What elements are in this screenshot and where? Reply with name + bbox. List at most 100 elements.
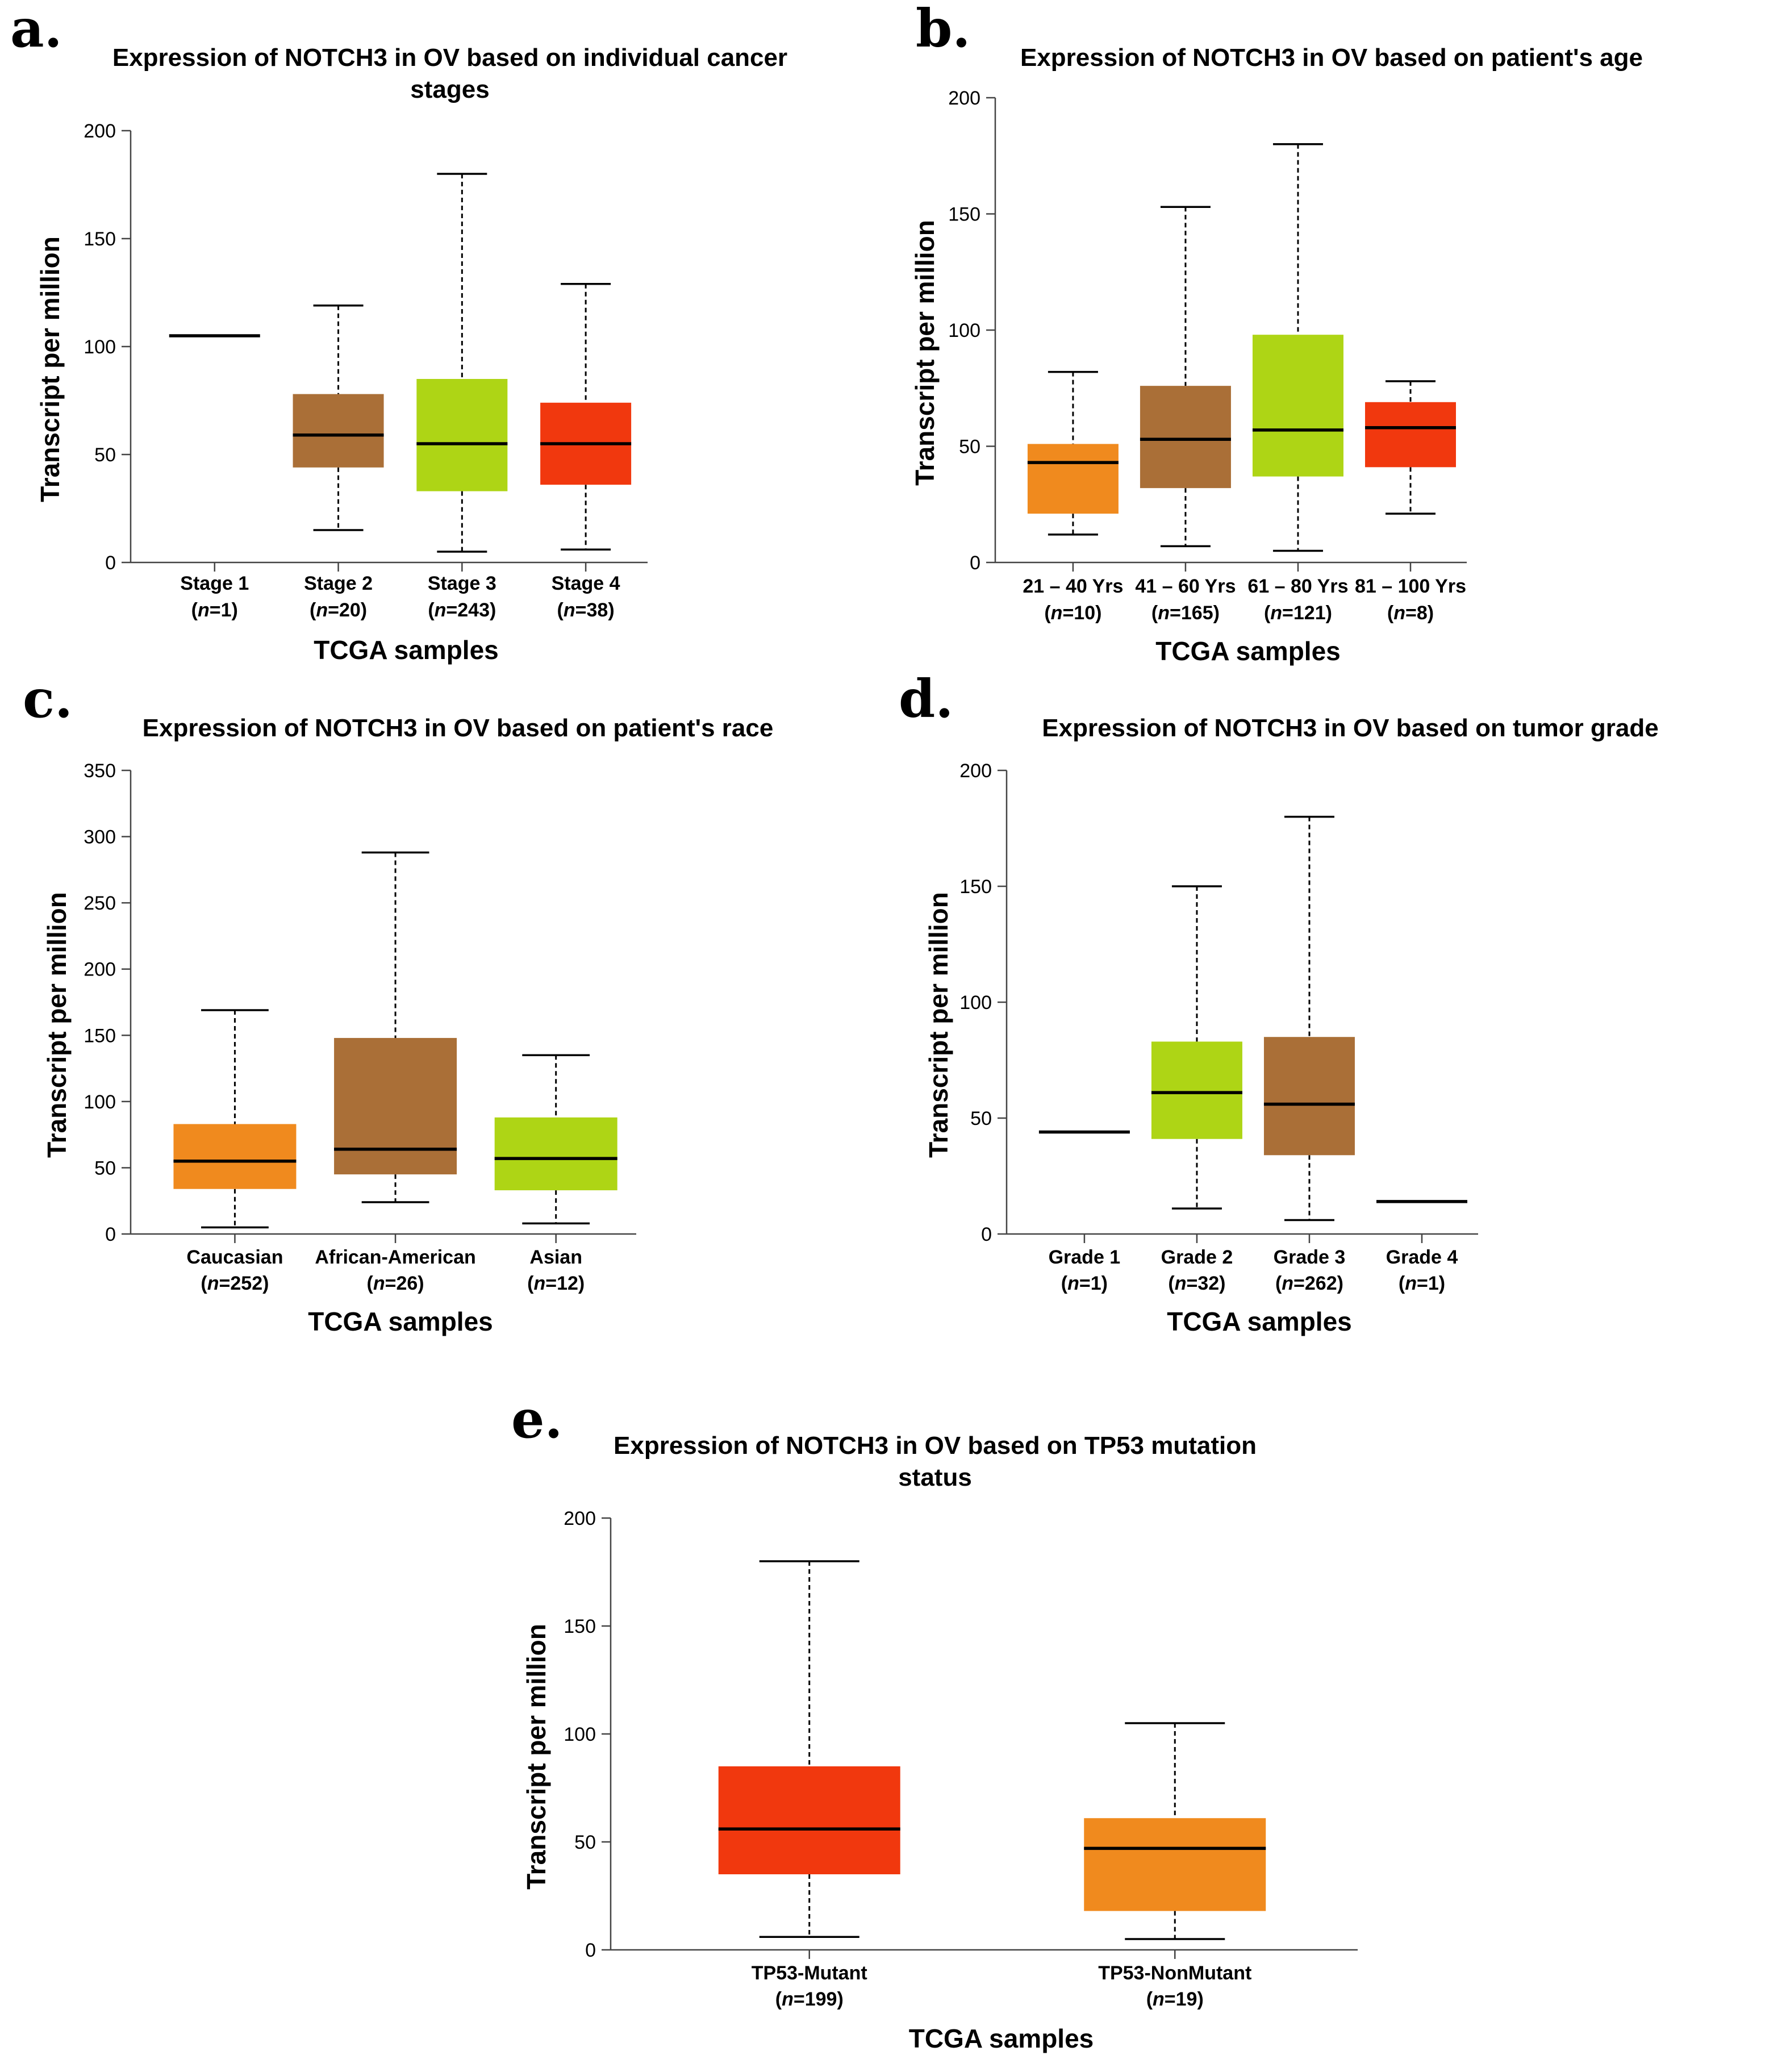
y-tick-label: 50 bbox=[959, 436, 980, 458]
sample-count-label: (n=10) bbox=[1044, 602, 1101, 624]
paren-open: ( bbox=[775, 1988, 782, 2010]
x-tick-label: TP53-NonMutant bbox=[1098, 1962, 1251, 1984]
n-symbol: n bbox=[1405, 1273, 1417, 1294]
paren-close: ) bbox=[1326, 602, 1332, 624]
x-tick-label: African-American bbox=[315, 1246, 475, 1268]
sample-count-label: (n=19) bbox=[1146, 1988, 1204, 2010]
paren-open: ( bbox=[1275, 1273, 1282, 1294]
n-value: =32 bbox=[1186, 1273, 1219, 1294]
sample-count-label: (n=121) bbox=[1264, 602, 1332, 624]
paren-open: ( bbox=[1264, 602, 1271, 624]
n-symbol: n bbox=[1393, 602, 1405, 624]
y-tick-label: 100 bbox=[564, 1724, 596, 1745]
n-symbol: n bbox=[533, 1273, 545, 1294]
panel-b: b. Expression of NOTCH3 in OV based on pa… bbox=[893, 0, 1786, 670]
y-tick-label: 50 bbox=[94, 444, 116, 466]
x-tick-label: 81 – 100 Yrs bbox=[1355, 576, 1466, 597]
n-value: =20 bbox=[328, 599, 361, 621]
y-tick-label: 100 bbox=[959, 992, 992, 1014]
chart-title-line: Expression of NOTCH3 in OV based on TP53… bbox=[614, 1432, 1257, 1460]
paren-close: ) bbox=[1337, 1273, 1343, 1294]
n-symbol: n bbox=[198, 599, 210, 621]
y-tick-label: 200 bbox=[84, 120, 116, 142]
x-tick-label: Stage 3 bbox=[428, 573, 496, 594]
paren-open: ( bbox=[191, 599, 198, 621]
n-value: =12 bbox=[545, 1273, 578, 1294]
chart-c-svg: c. Expression of NOTCH3 in OV based on pa… bbox=[23, 668, 774, 1336]
n-value: =1 bbox=[210, 599, 232, 621]
x-tick-label: Grade 3 bbox=[1274, 1246, 1346, 1268]
iqr-box bbox=[1027, 444, 1119, 514]
y-tick-label: 150 bbox=[959, 876, 992, 898]
n-value: =38 bbox=[575, 599, 608, 621]
n-symbol: n bbox=[1158, 602, 1170, 624]
panel-letter: c. bbox=[23, 668, 73, 729]
sample-count-label: (n=165) bbox=[1151, 602, 1220, 624]
chart-title-line: Expression of NOTCH3 in OV based on pati… bbox=[1020, 44, 1643, 72]
chart-title-line: stages bbox=[410, 76, 489, 103]
iqr-box bbox=[1140, 386, 1231, 489]
n-value: =1 bbox=[1417, 1273, 1439, 1294]
iqr-box bbox=[1263, 1037, 1355, 1156]
n-symbol: n bbox=[782, 1988, 794, 2010]
y-tick-label: 100 bbox=[84, 1091, 116, 1113]
n-value: =252 bbox=[219, 1273, 263, 1294]
paren-open: ( bbox=[1399, 1273, 1405, 1294]
paren-close: ) bbox=[1095, 602, 1101, 624]
paren-close: ) bbox=[1213, 602, 1220, 624]
panel-letter: b. bbox=[916, 0, 970, 59]
x-tick-label: Stage 4 bbox=[552, 573, 620, 594]
iqr-box bbox=[416, 379, 508, 491]
chart-title-line: Expression of NOTCH3 in OV based on indi… bbox=[112, 44, 787, 72]
panel-e: e. Expression of NOTCH3 in OV based on TP… bbox=[0, 1358, 1786, 2072]
y-tick-label: 300 bbox=[84, 827, 116, 848]
x-tick-label: 21 – 40 Yrs bbox=[1023, 576, 1123, 597]
n-symbol: n bbox=[564, 599, 575, 621]
paren-close: ) bbox=[262, 1273, 269, 1294]
paren-close: ) bbox=[578, 1273, 585, 1294]
y-tick-label: 50 bbox=[574, 1832, 596, 1853]
y-axis-label: Transcript per million bbox=[924, 892, 953, 1158]
y-tick-label: 150 bbox=[948, 204, 980, 226]
y-tick-label: 150 bbox=[84, 1025, 116, 1047]
n-symbol: n bbox=[207, 1273, 219, 1294]
n-value: =262 bbox=[1293, 1273, 1337, 1294]
iqr-box bbox=[334, 1037, 457, 1175]
n-value: =199 bbox=[794, 1988, 837, 2010]
y-tick-label: 0 bbox=[981, 1224, 992, 1245]
paren-open: ( bbox=[1044, 602, 1051, 624]
panel-a: a. Expression of NOTCH3 in OV based on in… bbox=[0, 0, 893, 670]
x-tick-label: 61 – 80 Yrs bbox=[1247, 576, 1348, 597]
sample-count-label: (n=20) bbox=[310, 599, 367, 621]
y-tick-label: 0 bbox=[585, 1940, 596, 1961]
n-symbol: n bbox=[1175, 1273, 1187, 1294]
paren-open: ( bbox=[367, 1273, 374, 1294]
sample-count-label: (n=32) bbox=[1168, 1273, 1225, 1294]
x-tick-label: Asian bbox=[529, 1246, 582, 1268]
paren-close: ) bbox=[1219, 1273, 1225, 1294]
x-tick-label: 41 – 60 Yrs bbox=[1135, 576, 1236, 597]
y-axis-label: Transcript per million bbox=[910, 220, 940, 486]
x-tick-label: TP53-Mutant bbox=[752, 1962, 867, 1984]
n-symbol: n bbox=[373, 1273, 385, 1294]
n-value: =19 bbox=[1165, 1988, 1197, 2010]
iqr-box bbox=[1364, 402, 1456, 468]
paren-close: ) bbox=[837, 1988, 843, 2010]
panel-d: d. Expression of NOTCH3 in OV based on tu… bbox=[893, 668, 1786, 1358]
panel-letter: d. bbox=[899, 668, 953, 729]
n-symbol: n bbox=[1067, 1273, 1079, 1294]
paren-close: ) bbox=[608, 599, 614, 621]
y-axis-label: Transcript per million bbox=[521, 1624, 551, 1890]
n-symbol: n bbox=[435, 599, 446, 621]
iqr-box bbox=[1084, 1818, 1266, 1911]
panel-letter: e. bbox=[511, 1389, 563, 1450]
sample-count-label: (n=8) bbox=[1387, 602, 1434, 624]
paren-close: ) bbox=[1197, 1988, 1203, 2010]
sample-count-label: (n=1) bbox=[1399, 1273, 1445, 1294]
chart-e-svg: e. Expression of NOTCH3 in OV based on TP… bbox=[511, 1389, 1358, 2053]
chart-title-line: Expression of NOTCH3 in OV based on pati… bbox=[143, 714, 774, 742]
paren-close: ) bbox=[1428, 602, 1434, 624]
n-value: =8 bbox=[1405, 602, 1428, 624]
sample-count-label: (n=262) bbox=[1275, 1273, 1343, 1294]
x-tick-label: Caucasian bbox=[186, 1246, 283, 1268]
